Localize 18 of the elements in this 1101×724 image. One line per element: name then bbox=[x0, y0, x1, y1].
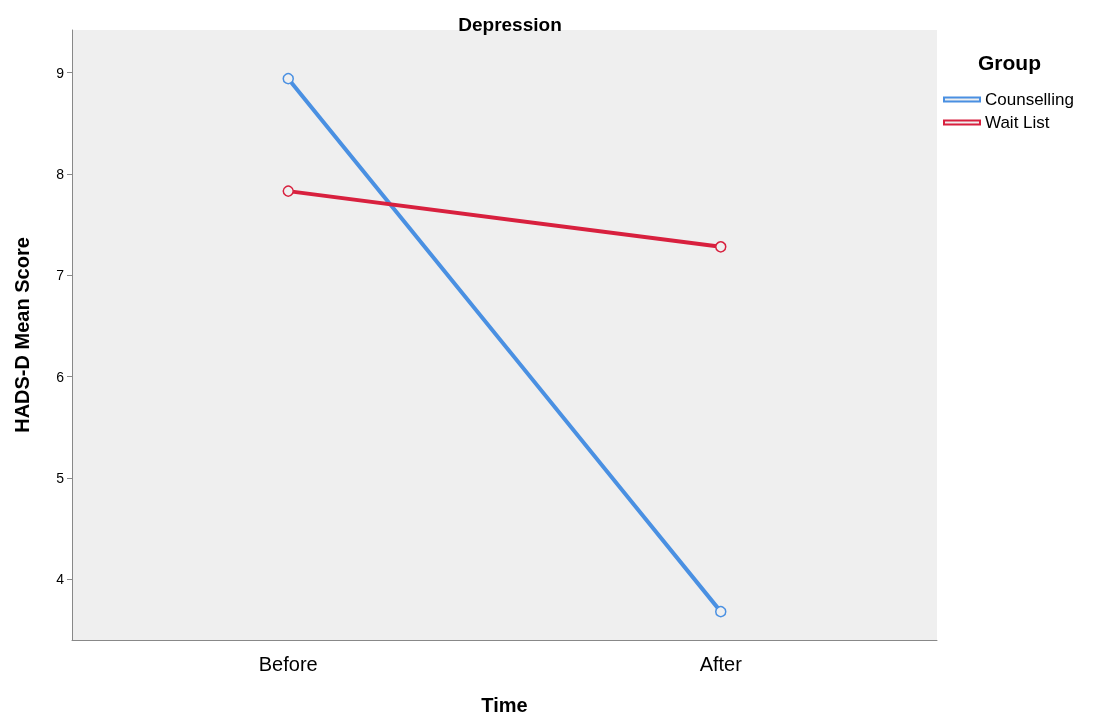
y-axis-title: HADS-D Mean Score bbox=[11, 237, 33, 433]
y-tick-label: 4 bbox=[56, 571, 65, 588]
x-tick-label: Before bbox=[258, 653, 318, 675]
legend-label: Counselling bbox=[985, 90, 1074, 109]
y-tick-label: 7 bbox=[56, 267, 65, 284]
y-tick-label: 5 bbox=[56, 469, 65, 486]
point bbox=[282, 185, 294, 197]
x-axis-title: Time bbox=[481, 694, 528, 716]
y-tick-label: 6 bbox=[56, 368, 65, 385]
chart-title: Depression bbox=[458, 14, 562, 35]
point bbox=[282, 72, 294, 85]
x-tick-label: After bbox=[699, 653, 743, 675]
y-tick-label: 9 bbox=[56, 64, 65, 81]
legend-label: Wait List bbox=[985, 113, 1050, 132]
point bbox=[715, 605, 727, 618]
y-tick-label: 8 bbox=[56, 165, 65, 182]
legend-title: Group bbox=[978, 51, 1041, 74]
point bbox=[715, 241, 727, 253]
